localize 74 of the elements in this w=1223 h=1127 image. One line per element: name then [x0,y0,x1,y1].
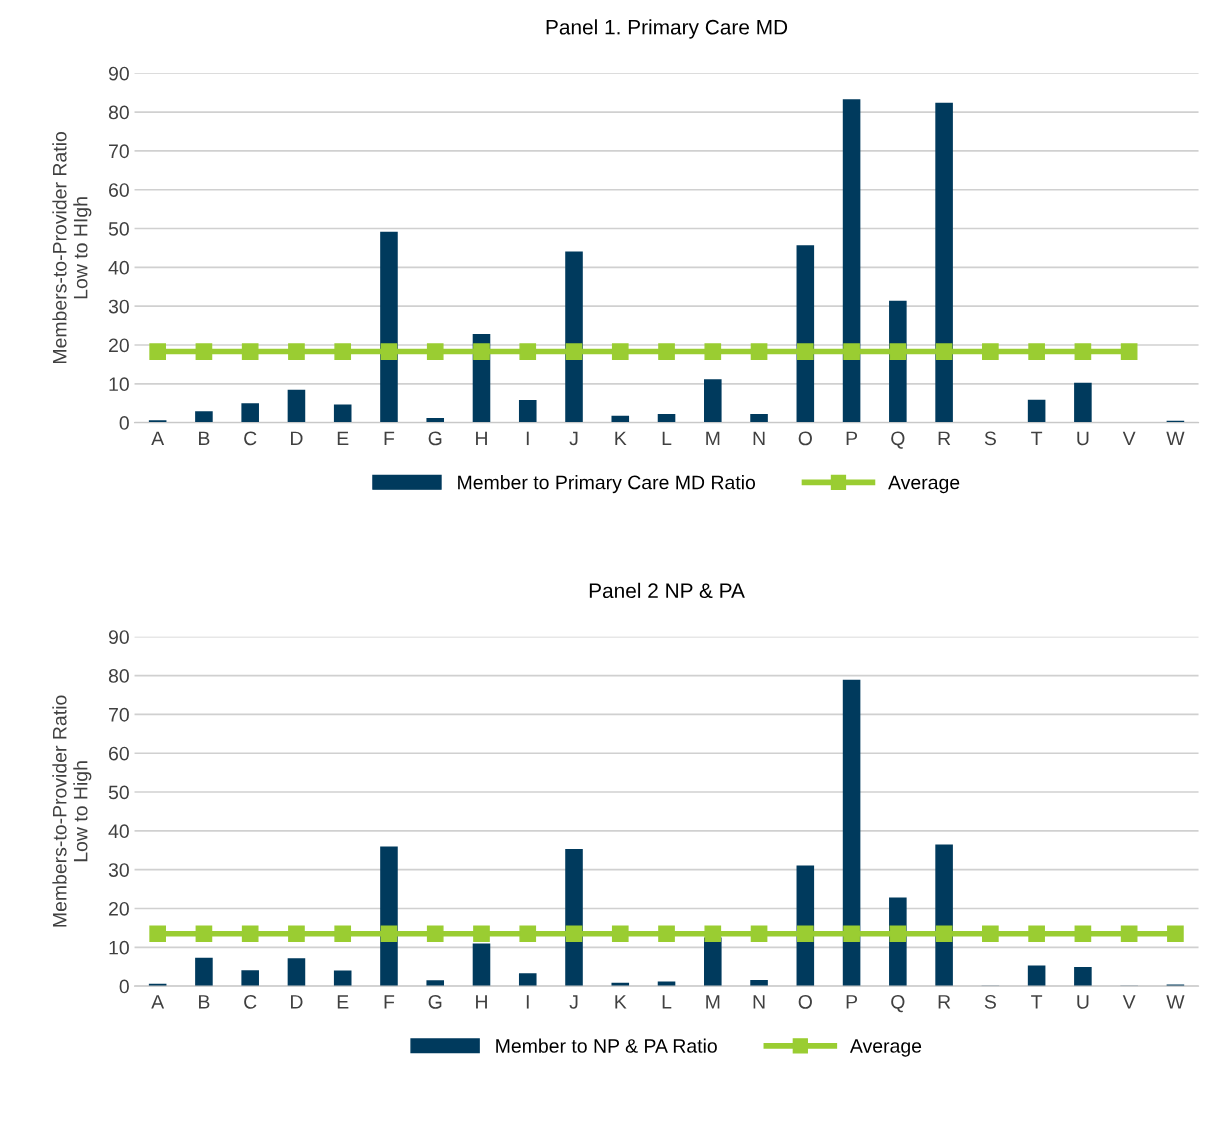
y-tick-label: 90 [108,630,129,644]
x-tick-label: A [151,431,165,446]
legend-label: Average [888,475,960,494]
y-tick-label: 0 [119,979,129,994]
x-tick-label: K [615,995,627,1009]
x-tick-label: T [1031,995,1043,1009]
x-tick-label: C [244,994,257,1009]
y-tick-label: 20 [109,901,129,916]
x-tick-label: L [662,431,672,446]
x-tick-label: R [938,431,951,446]
y-tick-label: 30 [108,863,129,877]
y-tick-label: 10 [109,377,129,392]
y-tick-label: 80 [108,105,129,120]
x-tick-label: O [798,994,812,1009]
x-tick-label: V [1122,431,1136,446]
legend-label: Member to NP & PA Ratio [496,1038,717,1053]
x-tick-label: I [526,995,529,1009]
chart-title: Panel 1. Primary Care MD [546,19,788,39]
x-tick-label: O [798,431,812,446]
x-tick-label: V [1122,995,1136,1009]
y-tick-label: 50 [108,222,129,236]
y-tick-label: 70 [109,707,129,722]
legend-label: Member to Primary Care MD Ratio [458,475,756,494]
x-tick-label: M [706,431,720,446]
x-tick-label: R [938,995,951,1009]
y-tick-label: 30 [108,299,129,314]
x-tick-label: W [1166,431,1185,446]
x-tick-label: S [984,994,996,1009]
x-tick-label: I [526,431,529,446]
x-tick-label: J [569,431,578,446]
y-tick-label: 10 [109,940,129,955]
x-tick-label: G [428,431,442,446]
y-tick-label: 0 [119,416,129,430]
x-tick-label: U [1077,995,1089,1009]
y-tick-label: 40 [108,260,129,275]
x-tick-label: H [476,431,487,446]
x-tick-label: B [199,431,210,446]
y-tick-label: 20 [109,338,129,353]
x-tick-label: B [199,995,210,1009]
y-axis-title: Members-to-Provider Ratio Low to High [52,695,92,927]
x-tick-label: D [291,431,303,446]
x-tick-label: U [1077,431,1089,446]
x-tick-label: F [384,995,395,1009]
x-tick-label: D [291,995,303,1009]
x-tick-label: Q [891,994,905,1013]
x-tick-label: G [428,994,442,1009]
y-tick-label: 60 [109,183,129,197]
y-tick-label: 80 [108,669,129,683]
chart-title: Panel 2 NP & PA [589,582,745,599]
y-tick-label: 60 [109,746,129,761]
y-tick-label: 40 [108,824,129,839]
x-tick-label: F [384,431,395,446]
x-tick-label: K [615,431,627,446]
x-tick-label: Q [891,431,905,449]
x-tick-label: N [753,431,765,446]
x-tick-label: J [569,995,578,1009]
y-tick-label: 90 [108,66,129,81]
x-tick-label: P [846,995,858,1009]
x-tick-label: W [1166,995,1185,1009]
x-tick-label: P [846,431,858,446]
x-tick-label: T [1031,431,1043,446]
x-tick-label: N [753,995,765,1009]
x-tick-label: C [244,431,257,446]
x-tick-label: H [476,995,487,1009]
y-axis-title: Members-to-Provider Ratio Low to HIgh [52,132,92,364]
x-tick-label: M [706,995,720,1009]
legend-label: Average [849,1039,922,1057]
x-tick-label: L [662,995,672,1009]
x-tick-label: E [337,431,349,446]
x-tick-label: S [984,431,996,446]
y-tick-label: 50 [108,785,129,800]
x-tick-label: A [151,995,165,1009]
x-tick-label: E [337,995,349,1009]
y-tick-label: 70 [109,144,129,159]
